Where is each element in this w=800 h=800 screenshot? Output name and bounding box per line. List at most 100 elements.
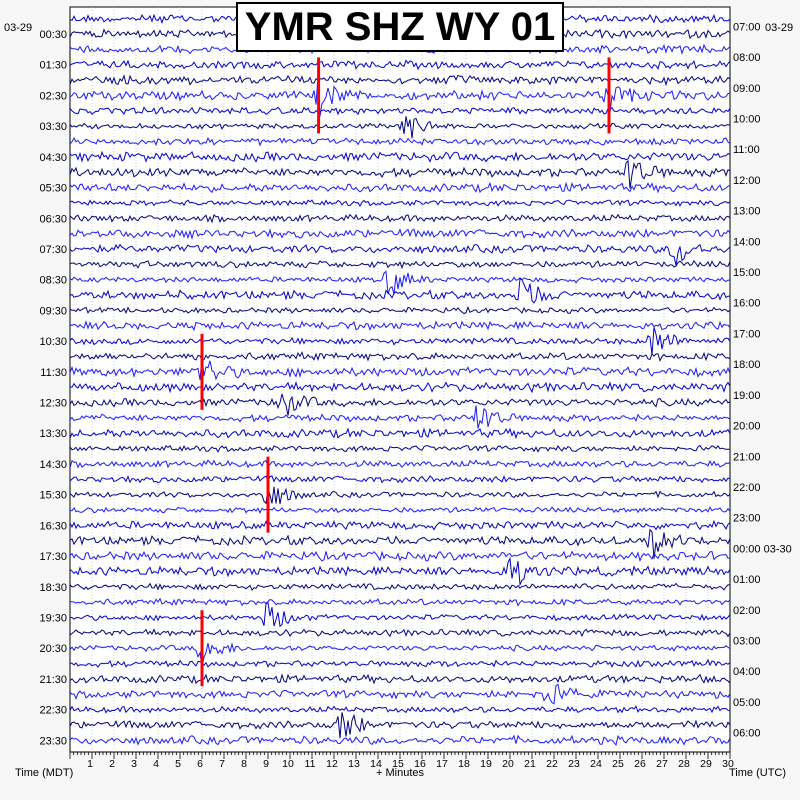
trace-line <box>69 486 731 505</box>
trace-line <box>69 159 731 189</box>
trace-line <box>69 683 731 705</box>
x-tick-label: 19 <box>480 758 492 770</box>
right-hour-label: 19:00 <box>733 390 761 402</box>
x-tick-label: 14 <box>370 758 382 770</box>
x-tick-label: 30 <box>722 758 734 770</box>
left-hour-label: 23:30 <box>39 735 67 747</box>
right-hour-label: 20:00 <box>733 421 761 433</box>
left-hour-label: 22:30 <box>39 705 67 717</box>
right-hour-label: 18:00 <box>733 359 761 371</box>
trace-line <box>69 582 731 592</box>
right-hour-label: 09:00 <box>733 83 761 95</box>
x-tick-label: 24 <box>590 758 602 770</box>
right-hour-label: 04:00 <box>733 666 761 678</box>
right-hour-label: 22:00 <box>733 482 761 494</box>
left-hour-label: 14:30 <box>39 459 67 471</box>
x-tick-label: 4 <box>153 758 159 770</box>
right-date-label: 03-29 <box>765 22 794 34</box>
x-tick-label: 22 <box>546 758 558 770</box>
trace-line <box>69 628 731 638</box>
left-hour-label: 05:30 <box>39 183 67 195</box>
left-hour-label: 03:30 <box>39 121 67 133</box>
right-hour-label: 21:00 <box>733 451 761 463</box>
clipped-event-marker <box>317 57 321 134</box>
right-hour-label: 13:00 <box>733 206 761 218</box>
x-tick-label: 18 <box>458 758 470 770</box>
x-tick-label: 27 <box>656 758 668 770</box>
trace-line <box>69 199 731 208</box>
trace-line <box>69 380 731 394</box>
right-hour-label: 07:00 <box>733 21 761 33</box>
trace-line <box>69 76 731 117</box>
x-tick-label: 15 <box>392 758 404 770</box>
left-axis-label: Time (MDT) <box>15 767 74 779</box>
x-tick-label: 1 <box>87 758 93 770</box>
trace-line <box>69 59 731 71</box>
trace-line <box>69 528 731 559</box>
right-hour-label: 15:00 <box>733 267 761 279</box>
left-hour-label: 15:30 <box>39 490 67 502</box>
right-hour-label: 17:00 <box>733 328 761 340</box>
trace-line <box>69 116 731 139</box>
left-hour-label: 12:30 <box>39 398 67 410</box>
clipped-event-marker <box>607 57 611 134</box>
left-hour-label: 00:30 <box>39 29 67 41</box>
trace-line <box>69 427 731 440</box>
x-tick-label: 21 <box>524 758 536 770</box>
trace-line <box>69 597 731 607</box>
trace-line <box>69 475 731 484</box>
x-tick-label: 10 <box>282 758 294 770</box>
clipped-event-marker <box>266 456 270 533</box>
trace-line <box>69 228 731 241</box>
x-tick-label: 29 <box>700 758 712 770</box>
x-tick-label: 2 <box>109 758 115 770</box>
trace-line <box>69 556 731 587</box>
left-hour-label: 11:30 <box>40 367 67 379</box>
trace-line <box>69 270 731 295</box>
x-tick-label: 17 <box>436 758 448 770</box>
x-tick-label: 11 <box>305 758 316 770</box>
trace-line <box>69 642 731 668</box>
x-tick-label: 12 <box>326 758 338 770</box>
x-tick-label: 20 <box>502 758 514 770</box>
left-hour-label: 13:30 <box>39 428 67 440</box>
trace-line <box>69 550 731 563</box>
x-tick-label: 3 <box>131 758 137 770</box>
trace-line <box>69 106 731 116</box>
trace-line <box>69 306 731 315</box>
right-hour-label: 03:00 <box>733 636 761 648</box>
trace-line <box>69 181 731 194</box>
left-hour-label: 09:30 <box>39 305 67 317</box>
trace-line <box>69 601 731 628</box>
trace-line <box>69 405 731 429</box>
clipped-event-marker <box>200 333 204 410</box>
right-hour-label: 11:00 <box>733 144 760 156</box>
trace-line <box>69 213 731 224</box>
clipped-event-marker <box>200 610 204 687</box>
trace-line <box>69 444 730 453</box>
right-hour-label: 06:00 <box>733 728 761 740</box>
trace-line <box>69 459 731 469</box>
trace-line <box>69 150 731 163</box>
trace-line <box>69 658 731 668</box>
right-hour-label: 23:00 <box>733 513 761 525</box>
right-hour-label: 01:00 <box>733 574 761 586</box>
left-hour-label: 16:30 <box>39 520 67 532</box>
trace-line <box>69 734 731 747</box>
left-date-label: 03-29 <box>4 22 33 34</box>
left-hour-label: 08:30 <box>39 275 67 287</box>
x-tick-label: 26 <box>634 758 646 770</box>
x-axis-label: + Minutes <box>376 767 424 779</box>
trace-line <box>69 278 731 304</box>
right-hour-label: 05:00 <box>733 697 761 709</box>
trace-line <box>69 673 731 685</box>
left-hour-label: 01:30 <box>39 60 67 72</box>
x-tick-label: 7 <box>219 758 225 770</box>
x-tick-label: 23 <box>568 758 580 770</box>
left-hour-label: 19:30 <box>39 612 67 624</box>
x-tick-label: 5 <box>175 758 181 770</box>
trace-line <box>69 137 731 147</box>
right-hour-label: 08:00 <box>733 52 761 64</box>
right-hour-label: 10:00 <box>733 113 761 125</box>
left-hour-label: 20:30 <box>39 643 67 655</box>
